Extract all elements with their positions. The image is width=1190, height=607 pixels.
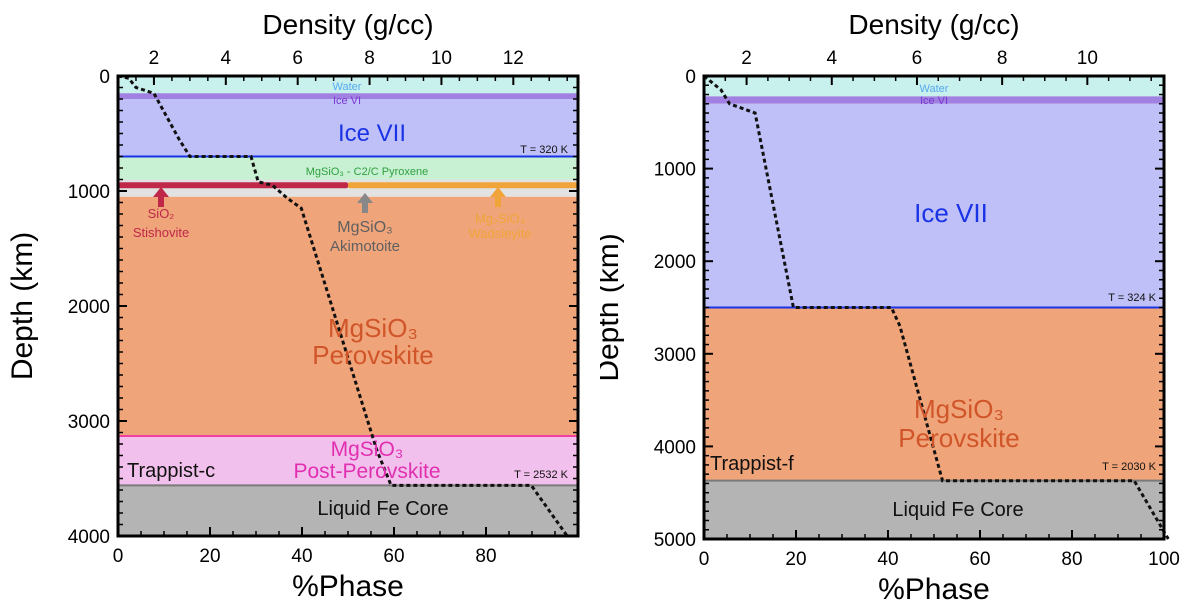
phase-line-sio2-stishovite [118,182,348,189]
x-tick-label: 20 [785,549,806,570]
layer-label-ice-vii: Ice VII [914,198,988,228]
density-tick-label: 2 [741,48,752,69]
density-axis-title: Density (g/cc) [848,9,1019,40]
density-tick-label: 6 [912,48,923,69]
layer-band-mgsio3-post-perovskite [118,435,578,486]
y-tick-label: 2000 [654,252,696,273]
layer-band-ice-vi [118,93,578,99]
layer-label-mgsio3: MgSiO₃ [331,438,404,461]
x-tick-label: 80 [475,546,496,567]
y-tick-label: 2000 [68,297,110,318]
layer-band-ice-vii [118,99,578,157]
layer-label-ice-vi: Ice VI [920,95,948,107]
x-tick-label: 0 [113,546,124,567]
y-tick-label: 3000 [68,412,110,433]
density-tick-label: 4 [221,48,232,69]
density-tick-label: 2 [149,48,160,69]
phase-line-mg2sio4-wadsleyite [348,182,578,189]
x-axis-title: %Phase [878,573,990,606]
layer-label-mgsio3: MgSiO₃ [337,219,392,236]
stishovite-arrow-head [153,187,169,197]
layer-label-water: Water [333,81,362,93]
density-tick-label: 10 [1077,48,1098,69]
density-tick-label: 6 [292,48,303,69]
y-tick-label: 3000 [654,345,696,366]
layer-label-ice-vi: Ice VI [333,95,361,107]
density-axis-title: Density (g/cc) [262,9,433,40]
y-axis-title: Depth (km) [6,232,39,380]
x-tick-label: 80 [1061,549,1082,570]
layer-label-perovskite: Perovskite [312,340,433,370]
x-tick-label: 40 [877,549,898,570]
layer-label-mg2sio4: Mg₂SiO₄ [475,211,525,226]
density-profile-line [117,74,569,537]
density-tick-label: 12 [503,48,524,69]
y-tick-label: 4000 [654,437,696,458]
layer-band-water [704,76,1164,97]
layer-label-t-2532-k: T = 2532 K [514,469,569,481]
layer-label-mgsio3-c2-c-pyroxene: MgSiO₃ - C2/C Pyroxene [306,166,428,178]
akimotoite-arrow-shaft [362,201,368,213]
layer-band-mgsio3-perovskite [118,196,578,436]
layer-label-post-perovskite: Post-Perovskite [293,460,440,483]
layer-label-t-324-k: T = 324 K [1108,292,1156,304]
density-tick-label: 10 [431,48,452,69]
layer-label-ice-vii: Ice VII [338,120,406,147]
y-tick-label: 1000 [68,182,110,203]
y-tick-label: 0 [685,67,696,88]
x-tick-label: 0 [699,549,710,570]
wadsleyite-arrow-shaft [495,195,501,207]
layer-band-liquid-fe-core [118,485,578,536]
layer-label-liquid-fe-core: Liquid Fe Core [317,498,448,520]
wadsleyite-arrow-head [490,187,506,197]
density-tick-label: 4 [826,48,837,69]
x-tick-label: 20 [199,546,220,567]
layer-label-akimotoite: Akimotoite [330,238,400,255]
layer-label-mgsio3: MgSiO₃ [914,394,1004,424]
density-tick-label: 8 [364,48,375,69]
layer-label-sio2: SiO₂ [148,206,175,221]
layer-label-liquid-fe-core: Liquid Fe Core [892,499,1023,521]
layer-label-trappist-f: Trappist-f [710,453,794,475]
layer-band-water [118,76,578,94]
layer-label-perovskite: Perovskite [898,423,1019,453]
layer-band-liquid-fe-core [704,480,1164,539]
layer-label-t-2030-k: T = 2030 K [1102,461,1157,473]
x-tick-label: 60 [969,549,990,570]
layer-band-ice-vii [704,103,1164,308]
layer-label-mgsio3: MgSiO₃ [328,313,418,343]
y-tick-label: 5000 [654,530,696,551]
layer-label-trappist-c: Trappist-c [127,460,215,482]
density-tick-label: 8 [997,48,1008,69]
layer-label-water: Water [920,83,949,95]
x-axis-title: %Phase [292,570,404,603]
layer-label-stishovite: Stishovite [133,225,189,240]
y-tick-label: 1000 [654,160,696,181]
akimotoite-arrow-head [357,193,373,203]
y-tick-label: 0 [99,67,110,88]
layer-label-t-320-k: T = 320 K [520,144,568,156]
y-tick-label: 4000 [68,527,110,548]
x-tick-label: 60 [383,546,404,567]
layer-band-ice-vi [704,96,1164,104]
x-tick-label: 100 [1148,549,1180,570]
x-tick-label: 40 [291,546,312,567]
layer-band-mgsio3-c2-c-pyroxene [118,156,578,180]
layer-label-wadsleyite: Wadsleyite [468,226,531,241]
density-profile-line [703,74,1170,540]
stishovite-arrow-shaft [158,195,164,207]
y-axis-title: Depth (km) [600,233,625,381]
